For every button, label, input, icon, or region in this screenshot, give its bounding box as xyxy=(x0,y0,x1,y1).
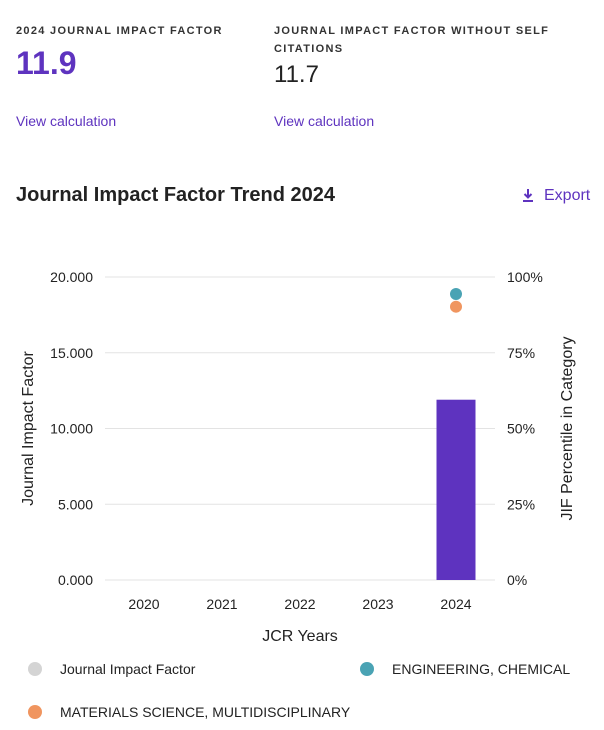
x-tick-label: 2020 xyxy=(128,596,159,612)
legend-label-jif: Journal Impact Factor xyxy=(60,661,196,677)
legend-item-jif[interactable]: Journal Impact Factor xyxy=(28,661,195,677)
jif-value: 11.9 xyxy=(16,45,77,81)
chart-section-title: Journal Impact Factor Trend 2024 xyxy=(16,184,335,206)
percentile-point-materials-science-multidisciplinary-2024 xyxy=(450,300,462,313)
y-tick-label: 20.000 xyxy=(50,269,93,285)
legend-dot-jif xyxy=(28,662,42,676)
jif-noself-value: 11.7 xyxy=(274,61,319,88)
legend-label-materials: MATERIALS SCIENCE, MULTIDISCIPLINARY xyxy=(60,704,351,720)
x-tick-label: 2022 xyxy=(284,596,315,612)
download-icon xyxy=(523,189,533,202)
x-tick-label: 2023 xyxy=(362,596,393,612)
jif-metric: 2024 JOURNAL IMPACT FACTOR 11.9 View cal… xyxy=(16,22,246,129)
y2-tick-label: 50% xyxy=(507,421,535,437)
y-tick-label: 15.000 xyxy=(50,345,93,361)
jif-trend-chart: 0.000 5.000 10.000 15.000 20.000 0% 25% 50% 75% 1… xyxy=(20,269,576,645)
y2-axis-title: JIF Percentile in Category xyxy=(559,336,576,520)
y2-tick-label: 25% xyxy=(507,496,535,512)
jif-view-calculation-link[interactable]: View calculation xyxy=(16,113,117,129)
y2-tick-label: 100% xyxy=(507,269,543,285)
legend-dot-materials xyxy=(28,705,42,719)
y-tick-label: 5.000 xyxy=(58,496,93,512)
jif-without-self-citations-metric: JOURNAL IMPACT FACTOR WITHOUT SELF CITAT… xyxy=(274,22,574,129)
y-axis-title: Journal Impact Factor xyxy=(20,350,37,505)
jif-bar-2024 xyxy=(436,399,476,580)
jif-noself-view-calculation-link[interactable]: View calculation xyxy=(274,113,375,129)
y-tick-label: 0.000 xyxy=(58,572,93,588)
jif-noself-label: JOURNAL IMPACT FACTOR WITHOUT SELF CITAT… xyxy=(274,25,550,55)
x-tick-label: 2024 xyxy=(440,596,471,612)
y2-tick-label: 75% xyxy=(507,345,535,361)
y2-tick-label: 0% xyxy=(507,572,527,588)
legend-item-materials[interactable]: MATERIALS SCIENCE, MULTIDISCIPLINARY xyxy=(28,704,350,720)
x-tick-label: 2021 xyxy=(206,596,237,612)
legend-label-engineering: ENGINEERING, CHEMICAL xyxy=(392,661,571,677)
percentile-point-engineering-chemical-2024 xyxy=(450,287,462,300)
legend-dot-engineering xyxy=(360,662,374,676)
export-button[interactable]: Export xyxy=(522,187,590,205)
export-label: Export xyxy=(544,187,591,204)
y-tick-label: 10.000 xyxy=(50,421,93,437)
jif-label: 2024 JOURNAL IMPACT FACTOR xyxy=(16,25,223,37)
x-axis-title: JCR Years xyxy=(262,628,338,645)
legend-item-engineering[interactable]: ENGINEERING, CHEMICAL xyxy=(360,661,570,677)
